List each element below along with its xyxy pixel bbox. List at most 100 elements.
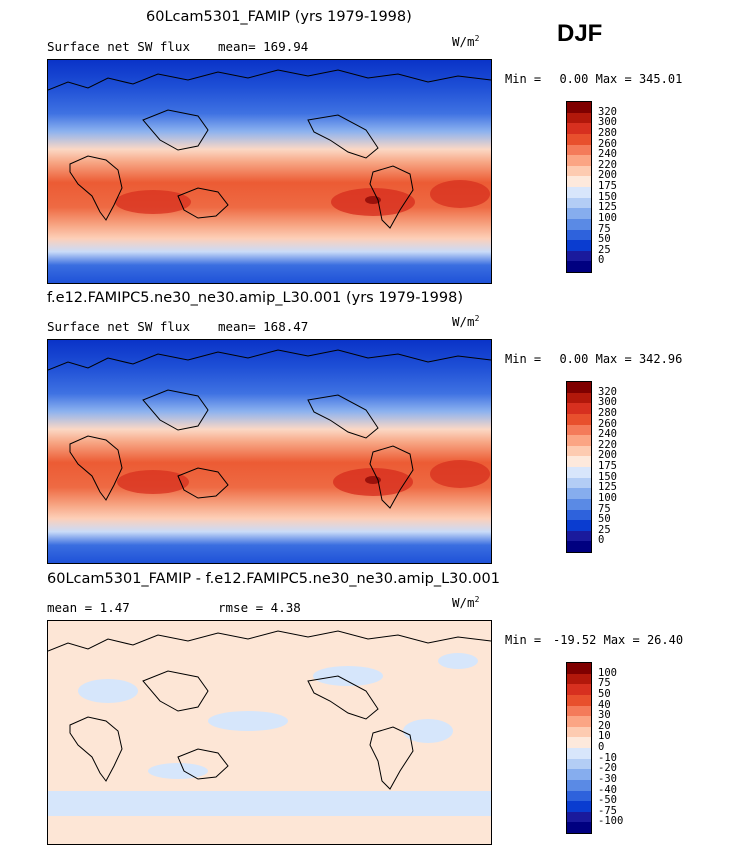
colorbar-tick-label: 220 — [598, 438, 617, 451]
colorbar-swatch — [567, 403, 591, 414]
colorbar-swatch — [567, 530, 591, 542]
colorbar-swatch — [567, 758, 591, 770]
colorbar-swatch — [567, 673, 591, 685]
colorbar-swatch — [567, 445, 591, 457]
colorbar-tick-label: -75 — [598, 804, 617, 817]
colorbar-tick-label: 50 — [598, 687, 611, 700]
panel2-units: W/m2 — [452, 314, 480, 330]
panel2-title: f.e12.FAMIPC5.ne30_ne30.amip_L30.001 (yr… — [47, 290, 464, 306]
colorbar-swatch — [567, 694, 591, 706]
colorbar-tick-label: 260 — [598, 417, 617, 430]
panel3-rmse: rmse = 4.38 — [218, 600, 301, 615]
colorbar-swatch — [567, 801, 591, 812]
colorbar-swatch — [567, 509, 591, 521]
colorbar-swatch — [567, 144, 591, 156]
colorbar-tick-label: 125 — [598, 201, 617, 214]
season-label: DJF — [557, 20, 603, 47]
colorbar-swatch — [567, 737, 591, 748]
colorbar-tick-label: -100 — [598, 815, 624, 828]
colorbar-swatch — [567, 208, 591, 219]
panel2-minmax: Min = 0.00 Max = 342.96 — [505, 352, 683, 366]
colorbar-tick-label: 150 — [598, 470, 617, 483]
colorbar-swatch — [567, 392, 591, 404]
colorbar-swatch — [567, 424, 591, 436]
colorbar-swatch — [567, 705, 591, 717]
colorbar-tick-label: -50 — [598, 794, 617, 807]
colorbar-tick-label: -20 — [598, 762, 617, 775]
panel1-units: W/m2 — [452, 34, 480, 50]
colorbar-tick-label: 220 — [598, 158, 617, 171]
colorbar-tick-label: 175 — [598, 180, 617, 192]
colorbar-tick-label: 240 — [598, 148, 617, 161]
colorbar-tick-label: 300 — [598, 396, 617, 409]
colorbar-tick-label: 200 — [598, 169, 617, 182]
colorbar-swatch — [567, 155, 591, 166]
colorbar-tick-label: 125 — [598, 481, 617, 494]
colorbar-swatch — [567, 102, 591, 113]
panel1-minmax: Min = 0.00 Max = 345.01 — [505, 72, 683, 86]
panel1-variable: Surface net SW flux — [47, 39, 190, 54]
colorbar-swatch — [567, 112, 591, 124]
panel3-units: W/m2 — [452, 595, 480, 611]
colorbar-swatch — [567, 498, 591, 510]
colorbar-tick-label: 50 — [598, 513, 611, 526]
colorbar-tick-label: 50 — [598, 233, 611, 246]
colorbar-tick-label: 75 — [598, 677, 611, 690]
panel3-map — [47, 620, 492, 845]
colorbar-tick-label: 260 — [598, 137, 617, 150]
colorbar-tick-label: 240 — [598, 428, 617, 441]
colorbar-tick-label: 280 — [598, 126, 617, 139]
colorbar-swatch — [567, 467, 591, 478]
panel1-mean: mean= 169.94 — [218, 39, 309, 54]
colorbar-tick-label: 75 — [598, 502, 611, 515]
panel1-title: 60Lcam5301_FAMIP (yrs 1979-1998) — [146, 9, 412, 25]
colorbar-swatch — [567, 790, 591, 802]
colorbar-swatch — [567, 261, 591, 272]
panel3-colorbar — [566, 662, 592, 834]
colorbar-swatch — [567, 229, 591, 241]
panel2-mean: mean= 168.47 — [218, 319, 309, 334]
panel1-colorbar — [566, 101, 592, 273]
colorbar-tick-label: 0 — [598, 254, 605, 267]
colorbar-tick-label: 200 — [598, 449, 617, 462]
colorbar-tick-label: 0 — [598, 741, 605, 753]
panel2-variable: Surface net SW flux — [47, 319, 190, 334]
colorbar-swatch — [567, 165, 591, 177]
colorbar-swatch — [567, 123, 591, 134]
colorbar-tick-label: 320 — [598, 105, 617, 118]
colorbar-swatch — [567, 133, 591, 145]
colorbar-tick-label: 20 — [598, 719, 611, 732]
colorbar-swatch — [567, 769, 591, 780]
colorbar-swatch — [567, 811, 591, 823]
colorbar-swatch — [567, 822, 591, 833]
colorbar-swatch — [567, 477, 591, 489]
colorbar-tick-label: -30 — [598, 772, 617, 785]
colorbar-swatch — [567, 176, 591, 187]
colorbar-tick-label: -40 — [598, 783, 617, 796]
colorbar-swatch — [567, 716, 591, 727]
colorbar-swatch — [567, 663, 591, 674]
colorbar-swatch — [567, 435, 591, 446]
panel3-mean: mean = 1.47 — [47, 600, 130, 615]
colorbar-swatch — [567, 748, 591, 759]
colorbar-swatch — [567, 187, 591, 198]
colorbar-swatch — [567, 218, 591, 230]
colorbar-swatch — [567, 684, 591, 695]
colorbar-tick-label: 280 — [598, 406, 617, 419]
colorbar-swatch — [567, 197, 591, 209]
colorbar-tick-label: 150 — [598, 190, 617, 203]
colorbar-swatch — [567, 726, 591, 738]
colorbar-tick-label: 40 — [598, 698, 611, 711]
colorbar-tick-label: 100 — [598, 491, 617, 504]
colorbar-swatch — [567, 250, 591, 262]
colorbar-tick-label: 30 — [598, 709, 611, 722]
colorbar-tick-label: 175 — [598, 460, 617, 472]
colorbar-tick-label: 320 — [598, 385, 617, 398]
panel2-colorbar — [566, 381, 592, 553]
colorbar-swatch — [567, 240, 591, 251]
colorbar-tick-label: 25 — [598, 243, 611, 256]
panel3-title: 60Lcam5301_FAMIP - f.e12.FAMIPC5.ne30_ne… — [47, 571, 500, 587]
colorbar-swatch — [567, 488, 591, 499]
colorbar-tick-label: 300 — [598, 116, 617, 129]
panel3-minmax: Min = -19.52 Max = 26.40 — [505, 633, 684, 647]
